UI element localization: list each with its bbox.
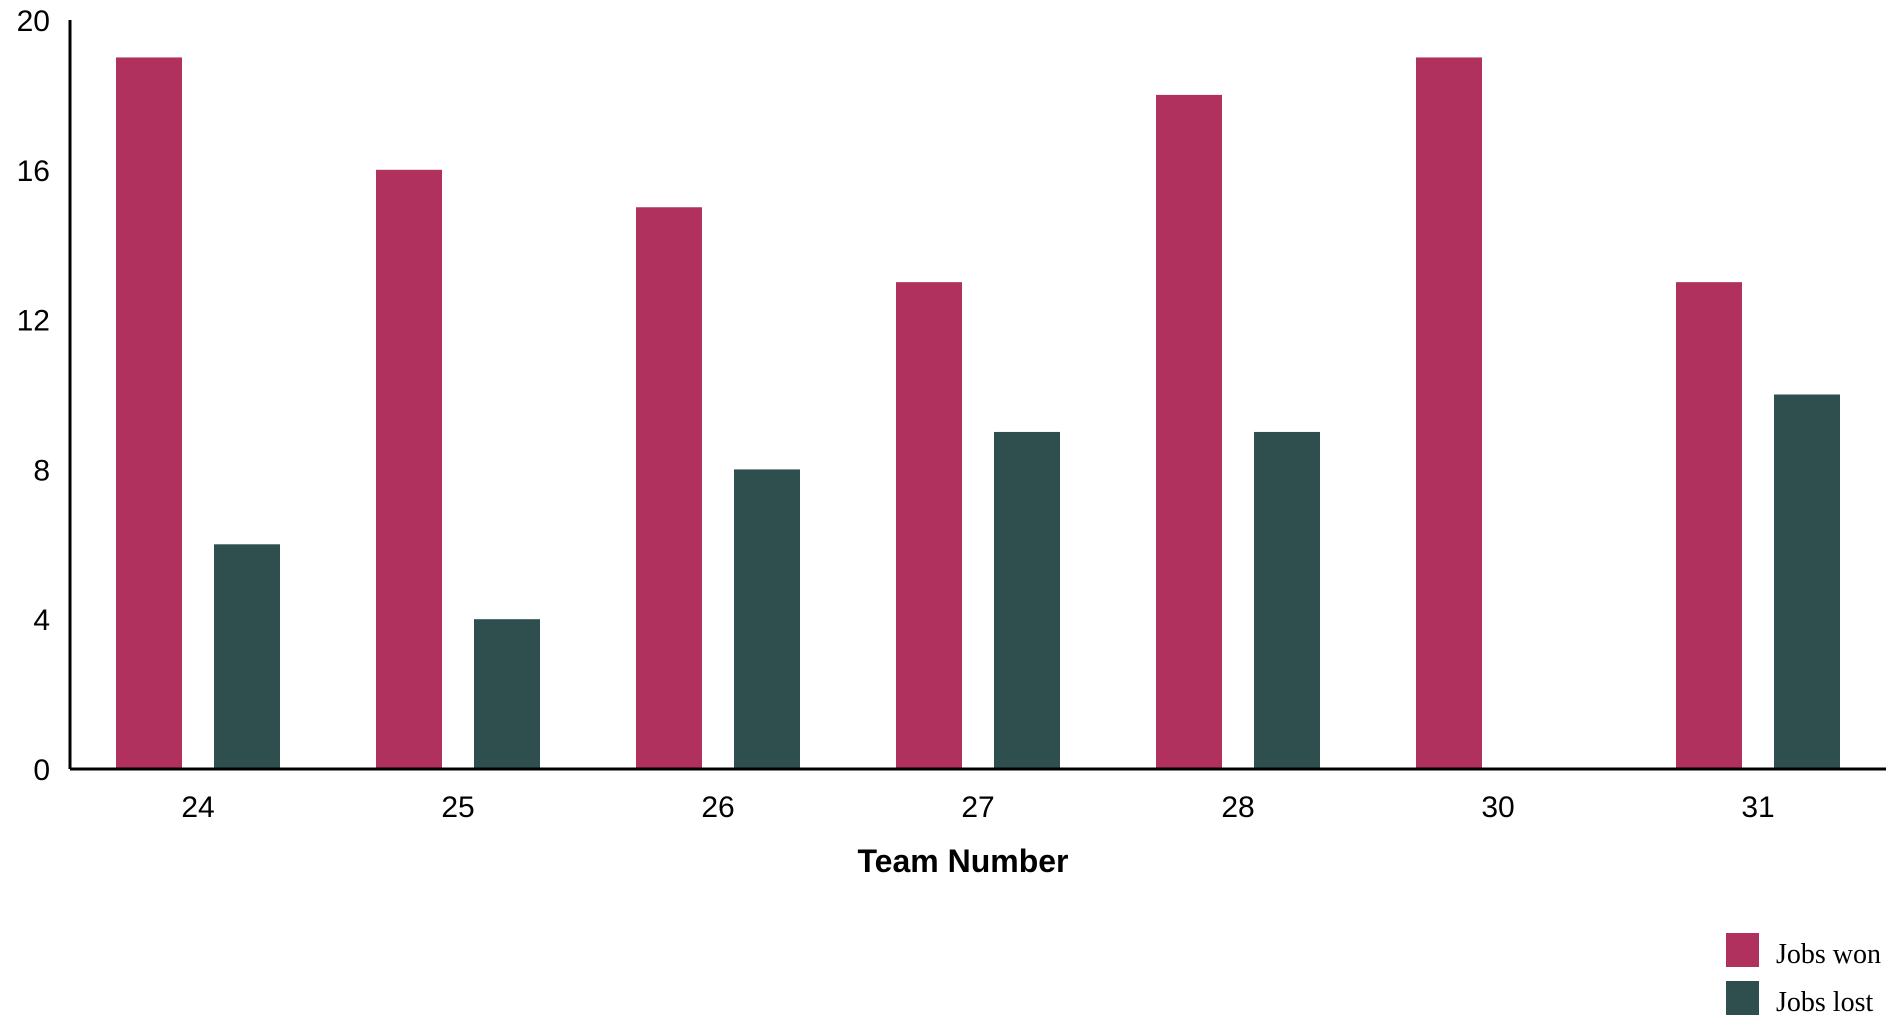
legend: Jobs won Jobs lost	[1726, 933, 1881, 1018]
x-tick-label: 24	[181, 791, 214, 824]
x-tick-label: 31	[1741, 791, 1774, 824]
y-tick-label: 0	[33, 754, 50, 787]
bar-jobs-lost-27	[994, 431, 1060, 769]
y-tick-label: 8	[33, 454, 50, 487]
bar-jobs-won-27	[896, 282, 962, 769]
bars-layer	[116, 57, 1840, 770]
y-tick-label: 16	[17, 155, 50, 188]
legend-swatch-jobs-won	[1726, 933, 1759, 967]
x-tick-label: 26	[701, 791, 734, 824]
bar-jobs-won-26	[636, 207, 702, 769]
x-axis-ticks: 24 25 26 27 28 30 31	[181, 791, 1774, 824]
bar-jobs-won-30	[1416, 57, 1482, 769]
bar-jobs-won-28	[1156, 94, 1222, 769]
x-tick-label: 25	[441, 791, 474, 824]
bar-jobs-won-24	[116, 57, 182, 769]
y-tick-label: 20	[17, 5, 50, 38]
bar-jobs-won-25	[376, 169, 442, 770]
legend-label-jobs-won: Jobs won	[1776, 939, 1881, 970]
bar-jobs-won-31	[1676, 282, 1742, 769]
bar-jobs-lost-26	[734, 469, 800, 769]
x-axis-title: Team Number	[857, 843, 1068, 879]
legend-swatch-jobs-lost	[1726, 981, 1759, 1015]
bar-jobs-lost-24	[214, 544, 280, 769]
y-tick-label: 4	[33, 604, 50, 637]
y-tick-label: 12	[17, 305, 50, 338]
x-tick-label: 27	[961, 791, 994, 824]
bar-jobs-lost-25	[474, 619, 540, 769]
legend-label-jobs-lost: Jobs lost	[1776, 987, 1873, 1018]
x-tick-label: 28	[1221, 791, 1254, 824]
bar-jobs-lost-28	[1254, 431, 1320, 769]
x-tick-label: 30	[1481, 791, 1514, 824]
bar-jobs-lost-31	[1774, 394, 1840, 769]
y-axis-ticks: 0 4 8 12 16 20	[17, 5, 50, 787]
